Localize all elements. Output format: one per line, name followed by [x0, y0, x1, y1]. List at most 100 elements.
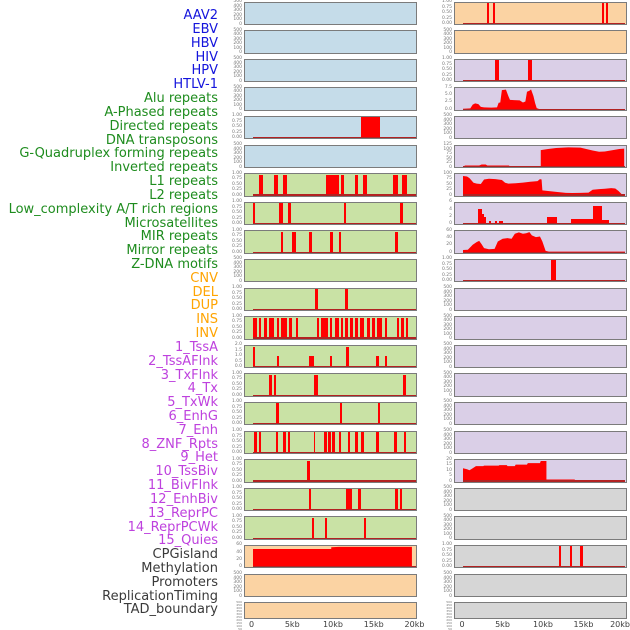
data-area-profile — [463, 232, 625, 253]
data-bar — [307, 460, 310, 482]
track-data-area — [252, 317, 416, 339]
y-tick-label: 0.75 — [231, 290, 242, 296]
data-bar — [376, 356, 379, 368]
y-axis-ticks: 1.00 0.75 0.50 0.25 0.00 — [427, 0, 452, 27]
track-panel — [244, 401, 417, 426]
zero-baseline — [463, 108, 625, 110]
y-tick-label: 0.00 — [231, 249, 242, 255]
data-bar — [601, 2, 604, 24]
y-tick-label: 400 — [443, 432, 452, 438]
y-tick-label: 0.25 — [231, 387, 242, 393]
track-panel — [454, 144, 627, 168]
y-tick-label: 100 — [233, 589, 242, 594]
y-tick-label: 100 — [443, 331, 452, 337]
track-panel — [454, 230, 627, 254]
zero-baseline — [252, 137, 416, 139]
data-bar — [292, 231, 296, 253]
y-tick-label: 0 — [239, 78, 242, 84]
y-tick-label: 500 — [233, 84, 242, 90]
data-bar — [492, 2, 496, 24]
y-tick-label: 0 — [449, 192, 452, 198]
y-axis-ticks: 500 400 300 200 100 0 — [217, 142, 242, 170]
data-bar — [580, 546, 583, 568]
y-tick-label: 0.50 — [231, 238, 242, 244]
track-label: Inverted repeats — [110, 160, 218, 176]
data-area-profile — [463, 461, 625, 482]
y-tick-label: 100 — [233, 45, 242, 51]
zero-baseline — [252, 423, 416, 425]
data-bar — [481, 214, 485, 225]
data-bar — [295, 317, 299, 339]
data-bar — [276, 403, 280, 425]
data-bar — [355, 317, 358, 339]
y-axis-ticks: 500450400350300250200150100500 — [427, 600, 452, 630]
y-axis-ticks: 500 400 300 200 100 0 — [217, 57, 242, 84]
y-axis-ticks: 1.00 0.75 0.50 0.25 0.00 — [217, 228, 242, 256]
y-tick-label: 500 — [443, 399, 452, 405]
track-panel — [244, 430, 417, 454]
track-panel — [244, 344, 417, 369]
data-bar — [384, 317, 387, 339]
track-label: HIV — [195, 49, 218, 65]
y-tick-label: 0.75 — [441, 61, 452, 67]
y-axis-ticks: 500 400 300 200 100 0 — [217, 84, 242, 113]
track-label: 10_TssBiv — [155, 464, 218, 480]
y-tick-label: 2 — [449, 213, 452, 219]
data-bar — [527, 60, 532, 82]
track-data-area — [252, 460, 416, 482]
y-tick-label: 300 — [446, 611, 452, 616]
y-tick-label: 400 — [233, 32, 242, 38]
y-tick-label: 100 — [443, 360, 452, 366]
y-tick-label: 300 — [443, 122, 452, 128]
y-axis-ticks: 500 400 300 200 100 0 — [427, 428, 452, 456]
y-tick-label: 2.5 — [444, 99, 452, 105]
y-tick-label: 0 — [449, 450, 452, 456]
y-tick-label: 500 — [443, 27, 452, 33]
data-bar — [477, 209, 482, 225]
data-bar — [405, 317, 408, 339]
data-bar — [316, 317, 320, 339]
data-area-profile — [463, 176, 625, 196]
y-tick-label: 0 — [239, 278, 242, 284]
y-axis-ticks: 1.00 0.75 0.50 0.25 0.00 — [217, 428, 242, 456]
zero-baseline — [463, 480, 625, 482]
data-bar — [355, 431, 358, 453]
y-tick-label: 200 — [233, 98, 242, 104]
y-tick-label: 0.75 — [231, 433, 242, 439]
y-tick-label: 500 — [443, 485, 452, 491]
y-tick-label: 0.25 — [231, 244, 242, 250]
data-area-profile — [252, 546, 412, 568]
track-label: 14_ReprPCWk — [127, 519, 218, 535]
y-tick-label: 1.00 — [231, 456, 242, 462]
data-bar — [350, 317, 353, 339]
track-label: Methylation — [141, 561, 218, 576]
y-tick-label: 100 — [233, 102, 242, 108]
data-bar — [358, 489, 361, 511]
y-tick-label: 0 — [239, 564, 242, 570]
y-tick-label: 1.00 — [231, 370, 242, 376]
track-label: TAD_boundary — [123, 602, 218, 618]
y-tick-label: 150 — [446, 620, 452, 625]
y-tick-label: 350 — [236, 608, 242, 613]
track-data-area — [252, 346, 416, 368]
y-tick-label: 0 — [239, 164, 242, 170]
y-tick-label: 0.75 — [231, 404, 242, 410]
y-tick-label: 1.00 — [231, 199, 242, 205]
zero-baseline — [252, 194, 416, 196]
y-tick-label: 400 — [443, 318, 452, 324]
data-bar — [281, 317, 287, 339]
track-data-area — [463, 460, 625, 482]
y-tick-label: 500 — [443, 285, 452, 290]
y-tick-label: 200 — [443, 527, 452, 533]
track-label: 11_BivFlnk — [147, 478, 218, 494]
y-tick-label: 0.25 — [231, 301, 242, 307]
y-axis-ticks: 2.0 1.5 1.0 0.5 0.0 — [217, 343, 242, 370]
y-axis-ticks: 125 100 75 50 25 0 — [427, 142, 452, 170]
data-bar — [346, 489, 352, 511]
x-tick-label: 20kb — [404, 620, 425, 629]
y-tick-label: 100 — [443, 388, 452, 394]
data-bar — [345, 288, 348, 310]
y-tick-label: 0.75 — [441, 547, 452, 553]
track-panel — [244, 58, 417, 83]
x-tick-label: 15kb — [573, 620, 594, 629]
